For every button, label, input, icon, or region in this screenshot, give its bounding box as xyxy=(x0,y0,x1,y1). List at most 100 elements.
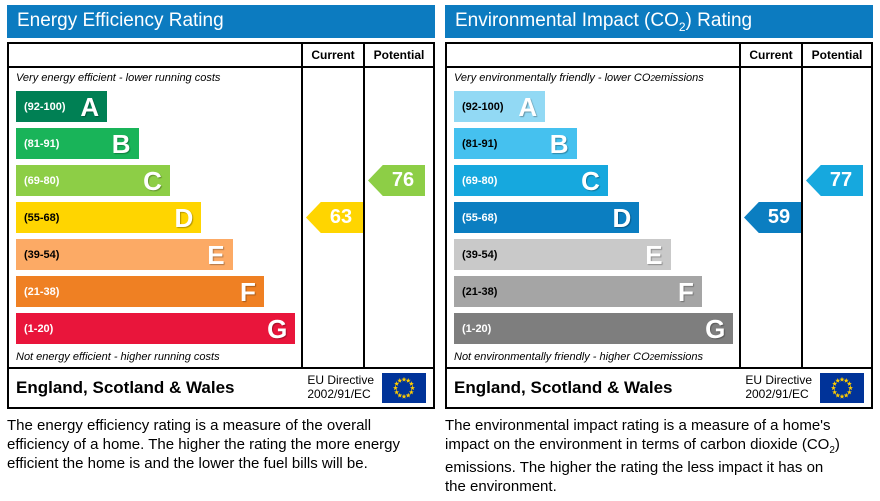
co2-chart-grid: Current Potential Very environmentally f… xyxy=(447,44,871,369)
potential-rating-arrow: 77 xyxy=(806,165,863,196)
band-row-f: (21-38) F xyxy=(9,273,301,310)
band-row-a: (92-100) A xyxy=(9,88,301,125)
band-row-g: (1-20) G xyxy=(9,310,301,347)
band-range: (92-100) xyxy=(24,100,66,113)
region-label: England, Scotland & Wales xyxy=(454,378,673,397)
chart-corner-cell xyxy=(9,44,301,68)
band-range: (81-91) xyxy=(24,137,60,150)
energy-efficiency-panel: Energy Efficiency Rating Current Potenti… xyxy=(7,5,435,496)
potential-rating-value: 77 xyxy=(829,169,853,191)
co2-description: The environmental impact rating is a mea… xyxy=(445,417,840,495)
band-bar-e: (39-54) E xyxy=(16,239,233,270)
band-range: (69-80) xyxy=(24,174,60,187)
chart-corner-cell xyxy=(447,44,739,68)
current-column-header: Current xyxy=(739,44,801,68)
band-bar-c: (69-80) C xyxy=(16,165,170,196)
current-column: 63 xyxy=(301,68,363,367)
band-letter: C xyxy=(143,165,162,196)
energy-title-bar: Energy Efficiency Rating xyxy=(7,5,435,38)
band-letter: F xyxy=(678,276,694,307)
band-letter: E xyxy=(645,239,663,270)
subscript: 2 xyxy=(649,352,655,362)
top-note: Very environmentally friendly - lower CO… xyxy=(454,72,704,84)
band-range: (21-38) xyxy=(24,285,60,298)
subscript: 2 xyxy=(650,73,655,83)
band-range: (92-100) xyxy=(462,100,504,113)
band-range: (55-68) xyxy=(24,211,60,224)
co2-chart-box: Current Potential Very environmentally f… xyxy=(445,42,873,409)
band-letter: G xyxy=(705,313,726,344)
bottom-note: Not environmentally friendly - higher CO… xyxy=(454,351,703,363)
band-bar-f: (21-38) F xyxy=(16,276,264,307)
band-row-e: (39-54) E xyxy=(9,236,301,273)
current-rating-arrow: 63 xyxy=(306,202,363,233)
potential-column-header: Potential xyxy=(363,44,433,68)
band-range: (1-20) xyxy=(462,322,492,335)
band-letter: C xyxy=(581,165,600,196)
band-bar-g: (1-20) G xyxy=(16,313,296,344)
band-row-c: (69-80) C xyxy=(9,162,301,199)
band-bar-a: (92-100) A xyxy=(454,91,546,122)
eu-flag-icon xyxy=(382,373,426,403)
band-range: (39-54) xyxy=(462,248,498,261)
band-row-a: (92-100) A xyxy=(447,88,739,125)
energy-footer: England, Scotland & Wales EU Directive 2… xyxy=(9,369,433,407)
band-row-d: (55-68) D xyxy=(447,199,739,236)
co2-panel-title: Environmental Impact (CO2) Rating xyxy=(455,9,753,34)
band-bar-b: (81-91) B xyxy=(454,128,577,159)
band-letter: B xyxy=(111,128,131,159)
band-bar-b: (81-91) B xyxy=(16,128,139,159)
region-label: England, Scotland & Wales xyxy=(16,378,235,397)
band-row-g: (1-20) G xyxy=(447,310,739,347)
band-range: (39-54) xyxy=(24,248,60,261)
eu-flag-icon xyxy=(820,373,864,403)
current-rating-value: 59 xyxy=(767,206,791,228)
band-bar-d: (55-68) D xyxy=(16,202,202,233)
potential-column: 76 xyxy=(363,68,433,367)
band-letter: B xyxy=(549,128,569,159)
band-letter: E xyxy=(207,239,225,270)
band-bar-d: (55-68) D xyxy=(454,202,640,233)
band-range: (1-20) xyxy=(24,322,54,335)
band-range: (81-91) xyxy=(462,137,498,150)
band-letter: G xyxy=(267,313,288,344)
band-bar-e: (39-54) E xyxy=(454,239,671,270)
subscript: 2 xyxy=(829,445,835,457)
current-column: 59 xyxy=(739,68,801,367)
band-row-b: (81-91) B xyxy=(9,125,301,162)
band-row-f: (21-38) F xyxy=(447,273,739,310)
energy-chart-grid: Current Potential Very energy efficient … xyxy=(9,44,433,369)
band-row-d: (55-68) D xyxy=(9,199,301,236)
eu-directive-label: EU Directive 2002/91/EC xyxy=(307,373,374,401)
current-rating-arrow: 59 xyxy=(744,202,801,233)
band-bar-f: (21-38) F xyxy=(454,276,702,307)
band-row-c: (69-80) C xyxy=(447,162,739,199)
band-range: (69-80) xyxy=(462,174,498,187)
energy-description: The energy efficiency rating is a measur… xyxy=(7,417,401,473)
energy-panel-title: Energy Efficiency Rating xyxy=(17,9,224,31)
band-row-e: (39-54) E xyxy=(447,236,739,273)
band-letter: F xyxy=(240,276,256,307)
energy-chart-box: Current Potential Very energy efficient … xyxy=(7,42,435,409)
potential-column: 77 xyxy=(801,68,871,367)
top-note: Very energy efficient - lower running co… xyxy=(16,72,221,84)
band-letter: D xyxy=(612,202,632,233)
eu-directive-label: EU Directive 2002/91/EC xyxy=(745,373,812,401)
current-column-header: Current xyxy=(301,44,363,68)
band-range: (21-38) xyxy=(462,285,498,298)
potential-column-header: Potential xyxy=(801,44,871,68)
environmental-impact-panel: Environmental Impact (CO2) Rating Curren… xyxy=(445,5,873,496)
potential-rating-value: 76 xyxy=(391,169,415,191)
co2-title-bar: Environmental Impact (CO2) Rating xyxy=(445,5,873,38)
potential-rating-arrow: 76 xyxy=(368,165,425,196)
subscript: 2 xyxy=(678,19,686,34)
band-bar-a: (92-100) A xyxy=(16,91,108,122)
band-letter: D xyxy=(174,202,194,233)
co2-footer: England, Scotland & Wales EU Directive 2… xyxy=(447,369,871,407)
band-bar-g: (1-20) G xyxy=(454,313,734,344)
band-letter: A xyxy=(80,91,100,122)
band-letter: A xyxy=(518,91,538,122)
band-row-b: (81-91) B xyxy=(447,125,739,162)
current-rating-value: 63 xyxy=(329,206,353,228)
